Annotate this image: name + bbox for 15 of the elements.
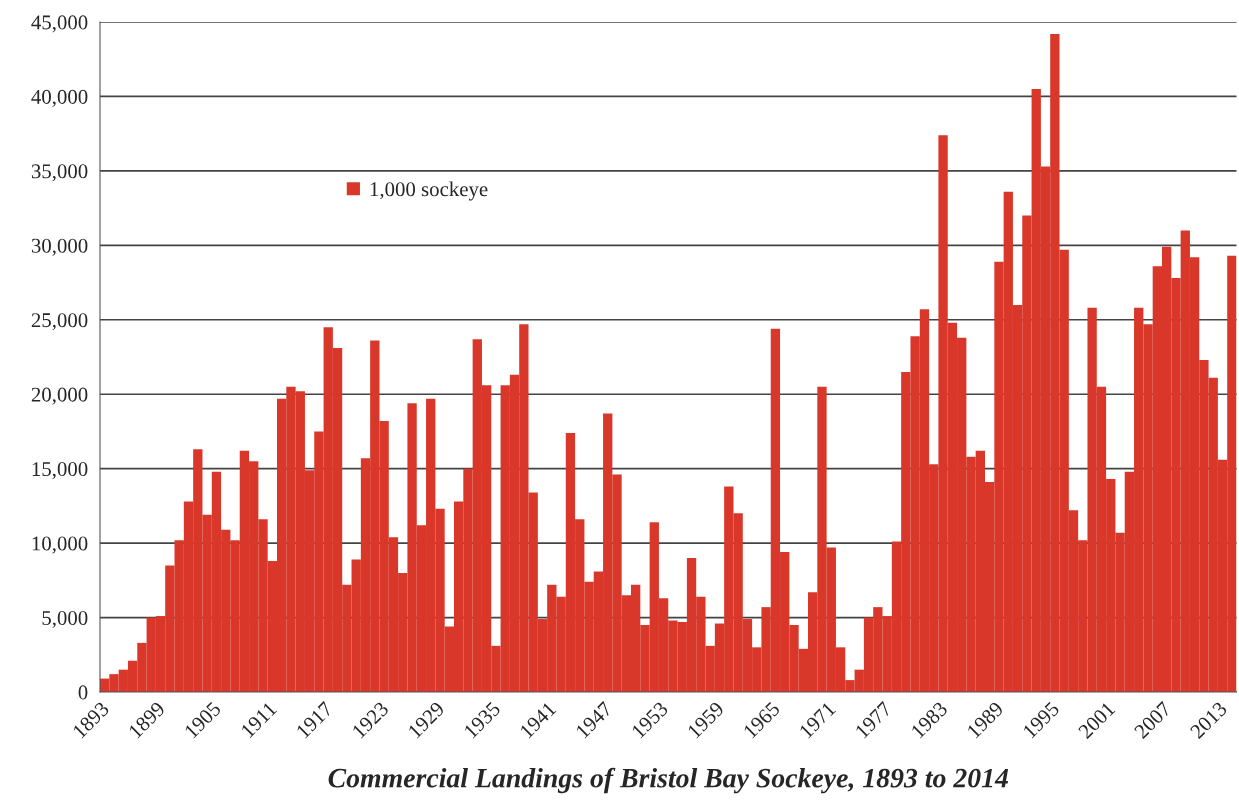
x-tick-label: 1899 <box>128 701 166 739</box>
x-axis-title: Commercial Landings of Bristol Bay Sockeye, 1893 to 2014 <box>328 767 1009 794</box>
y-tick-label: 0 <box>78 685 88 700</box>
x-tick-label: 1959 <box>687 701 725 739</box>
y-tick-label: 10,000 <box>32 536 88 554</box>
y-tick-label: 15,000 <box>32 462 88 480</box>
y-tick-label: 5,000 <box>42 610 88 628</box>
y-tick-label: 45,000 <box>31 15 88 33</box>
y-tick-label: 35,000 <box>31 164 88 182</box>
x-tick-label: 1911 <box>240 701 278 739</box>
legend-label: 1,000 sockeye <box>370 181 488 201</box>
y-tick-label: 25,000 <box>31 313 88 331</box>
y-tick-label: 40,000 <box>31 89 88 107</box>
y-tick-label: 20,000 <box>31 387 88 405</box>
y-tick-label: 30,000 <box>31 238 88 256</box>
